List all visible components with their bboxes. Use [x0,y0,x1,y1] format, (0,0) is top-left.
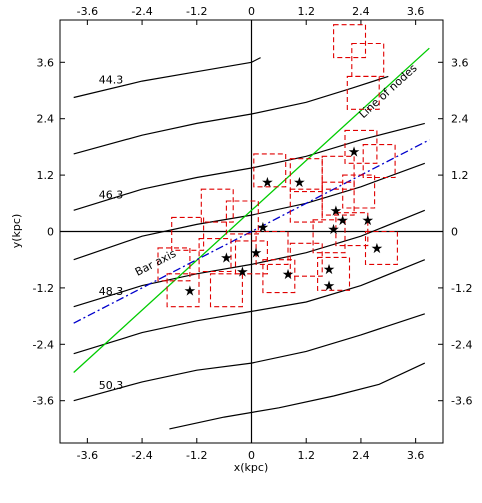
y-tick-label-right: -1.2 [451,282,472,295]
y-tick-label-right: 0 [451,226,458,239]
star-point: ★ [261,175,274,191]
star-point: ★ [323,279,336,295]
dashed-box [198,238,232,273]
dashed-box [346,75,380,110]
x-tick-label-top: -3.6 [77,5,98,18]
contour-line [169,362,426,430]
star-layer: ★★★★★★★★★★★★★★★★ [184,145,384,300]
tick-layer: -3.6 -3.6 -3.6 -3.6 -2.4 -2.4 -2.4 -2.4 -1.2 -1.2… [33,5,473,462]
star-point: ★ [282,267,295,283]
x-axis-label: x(kpc) [234,461,269,474]
y-tick-label-left: 3.6 [37,56,55,69]
dashed-box [312,219,346,254]
star-point: ★ [293,175,306,191]
y-tick-label-left: -1.2 [33,282,54,295]
star-point: ★ [371,241,384,257]
box-layer [157,24,398,308]
dashed-box [342,174,376,209]
y-tick-label-right: 2.4 [451,113,469,126]
dashed-box [225,200,259,235]
y-tick-label-left: 2.4 [37,113,55,126]
x-tick-label-top: 0 [248,5,255,18]
y-tick-label-right: -3.6 [451,395,472,408]
y-tick-label-right: 3.6 [451,56,469,69]
dashed-box [171,216,205,251]
plot-area: 44.346.348.350.3 ★★★★★★★★★★★★★★★★ [60,20,443,443]
x-tick-label-bottom: 2.4 [352,449,370,462]
dashed-box [255,230,289,265]
dashed-box [166,273,200,308]
dashed-box [351,42,385,77]
y-tick-label-left: -3.6 [33,395,54,408]
x-tick-label-top: -1.2 [186,5,207,18]
dashed-box [364,230,398,265]
star-point: ★ [323,262,336,278]
star-point: ★ [361,213,374,229]
x-tick-label-bottom: -1.2 [186,449,207,462]
dashed-box [157,247,191,282]
axis-lines [60,20,443,443]
contour-line [73,75,389,155]
dashed-box [333,24,367,59]
dashed-box [209,273,243,308]
star-point: ★ [220,250,233,266]
x-tick-label-bottom: 0 [248,449,255,462]
x-tick-label-bottom: -2.4 [131,449,152,462]
contour-line [73,122,425,211]
x-tick-label-top: 1.2 [297,5,315,18]
x-tick-label-top: 3.6 [407,5,425,18]
dashed-box [289,242,323,277]
star-point: ★ [330,203,343,219]
contour-label: 46.3 [99,189,124,202]
bar-axis-line [73,139,430,324]
y-axis-label: y(kpc) [10,214,23,249]
dashed-box [317,256,351,291]
x-tick-label-bottom: -3.6 [77,449,98,462]
star-point: ★ [336,213,349,229]
contour-line [73,57,261,99]
x-tick-label-top: -2.4 [131,5,152,18]
y-tick-label-right: 1.2 [451,169,469,182]
dashed-box [200,188,234,223]
y-tick-label-left: 1.2 [37,169,55,182]
y-tick-label-left: -2.4 [33,338,54,351]
dashed-box [321,181,355,216]
x-tick-label-bottom: 3.6 [407,449,425,462]
star-point: ★ [250,246,263,262]
x-tick-label-top: 2.4 [352,5,370,18]
contour-label: 50.3 [99,379,124,392]
contour-label: 44.3 [99,73,124,86]
dashed-box [289,158,323,193]
dashed-box [344,129,378,164]
dashed-box [321,155,355,190]
x-tick-label-bottom: 1.2 [297,449,315,462]
dashed-box [362,144,396,179]
dashed-box [234,240,268,275]
star-point: ★ [327,222,340,238]
y-tick-label-right: -2.4 [451,338,472,351]
star-point: ★ [236,264,249,280]
dashed-box [335,212,369,247]
star-point: ★ [257,220,270,236]
dashed-box [253,153,287,188]
contour-label: 48.3 [99,285,124,298]
contour-line [73,313,425,402]
y-tick-label-left: 0 [47,226,54,239]
star-point: ★ [184,283,197,299]
star-point: ★ [348,145,361,161]
line-of-nodes-label: Line of nodes [356,61,419,120]
line-of-nodes [73,47,430,373]
